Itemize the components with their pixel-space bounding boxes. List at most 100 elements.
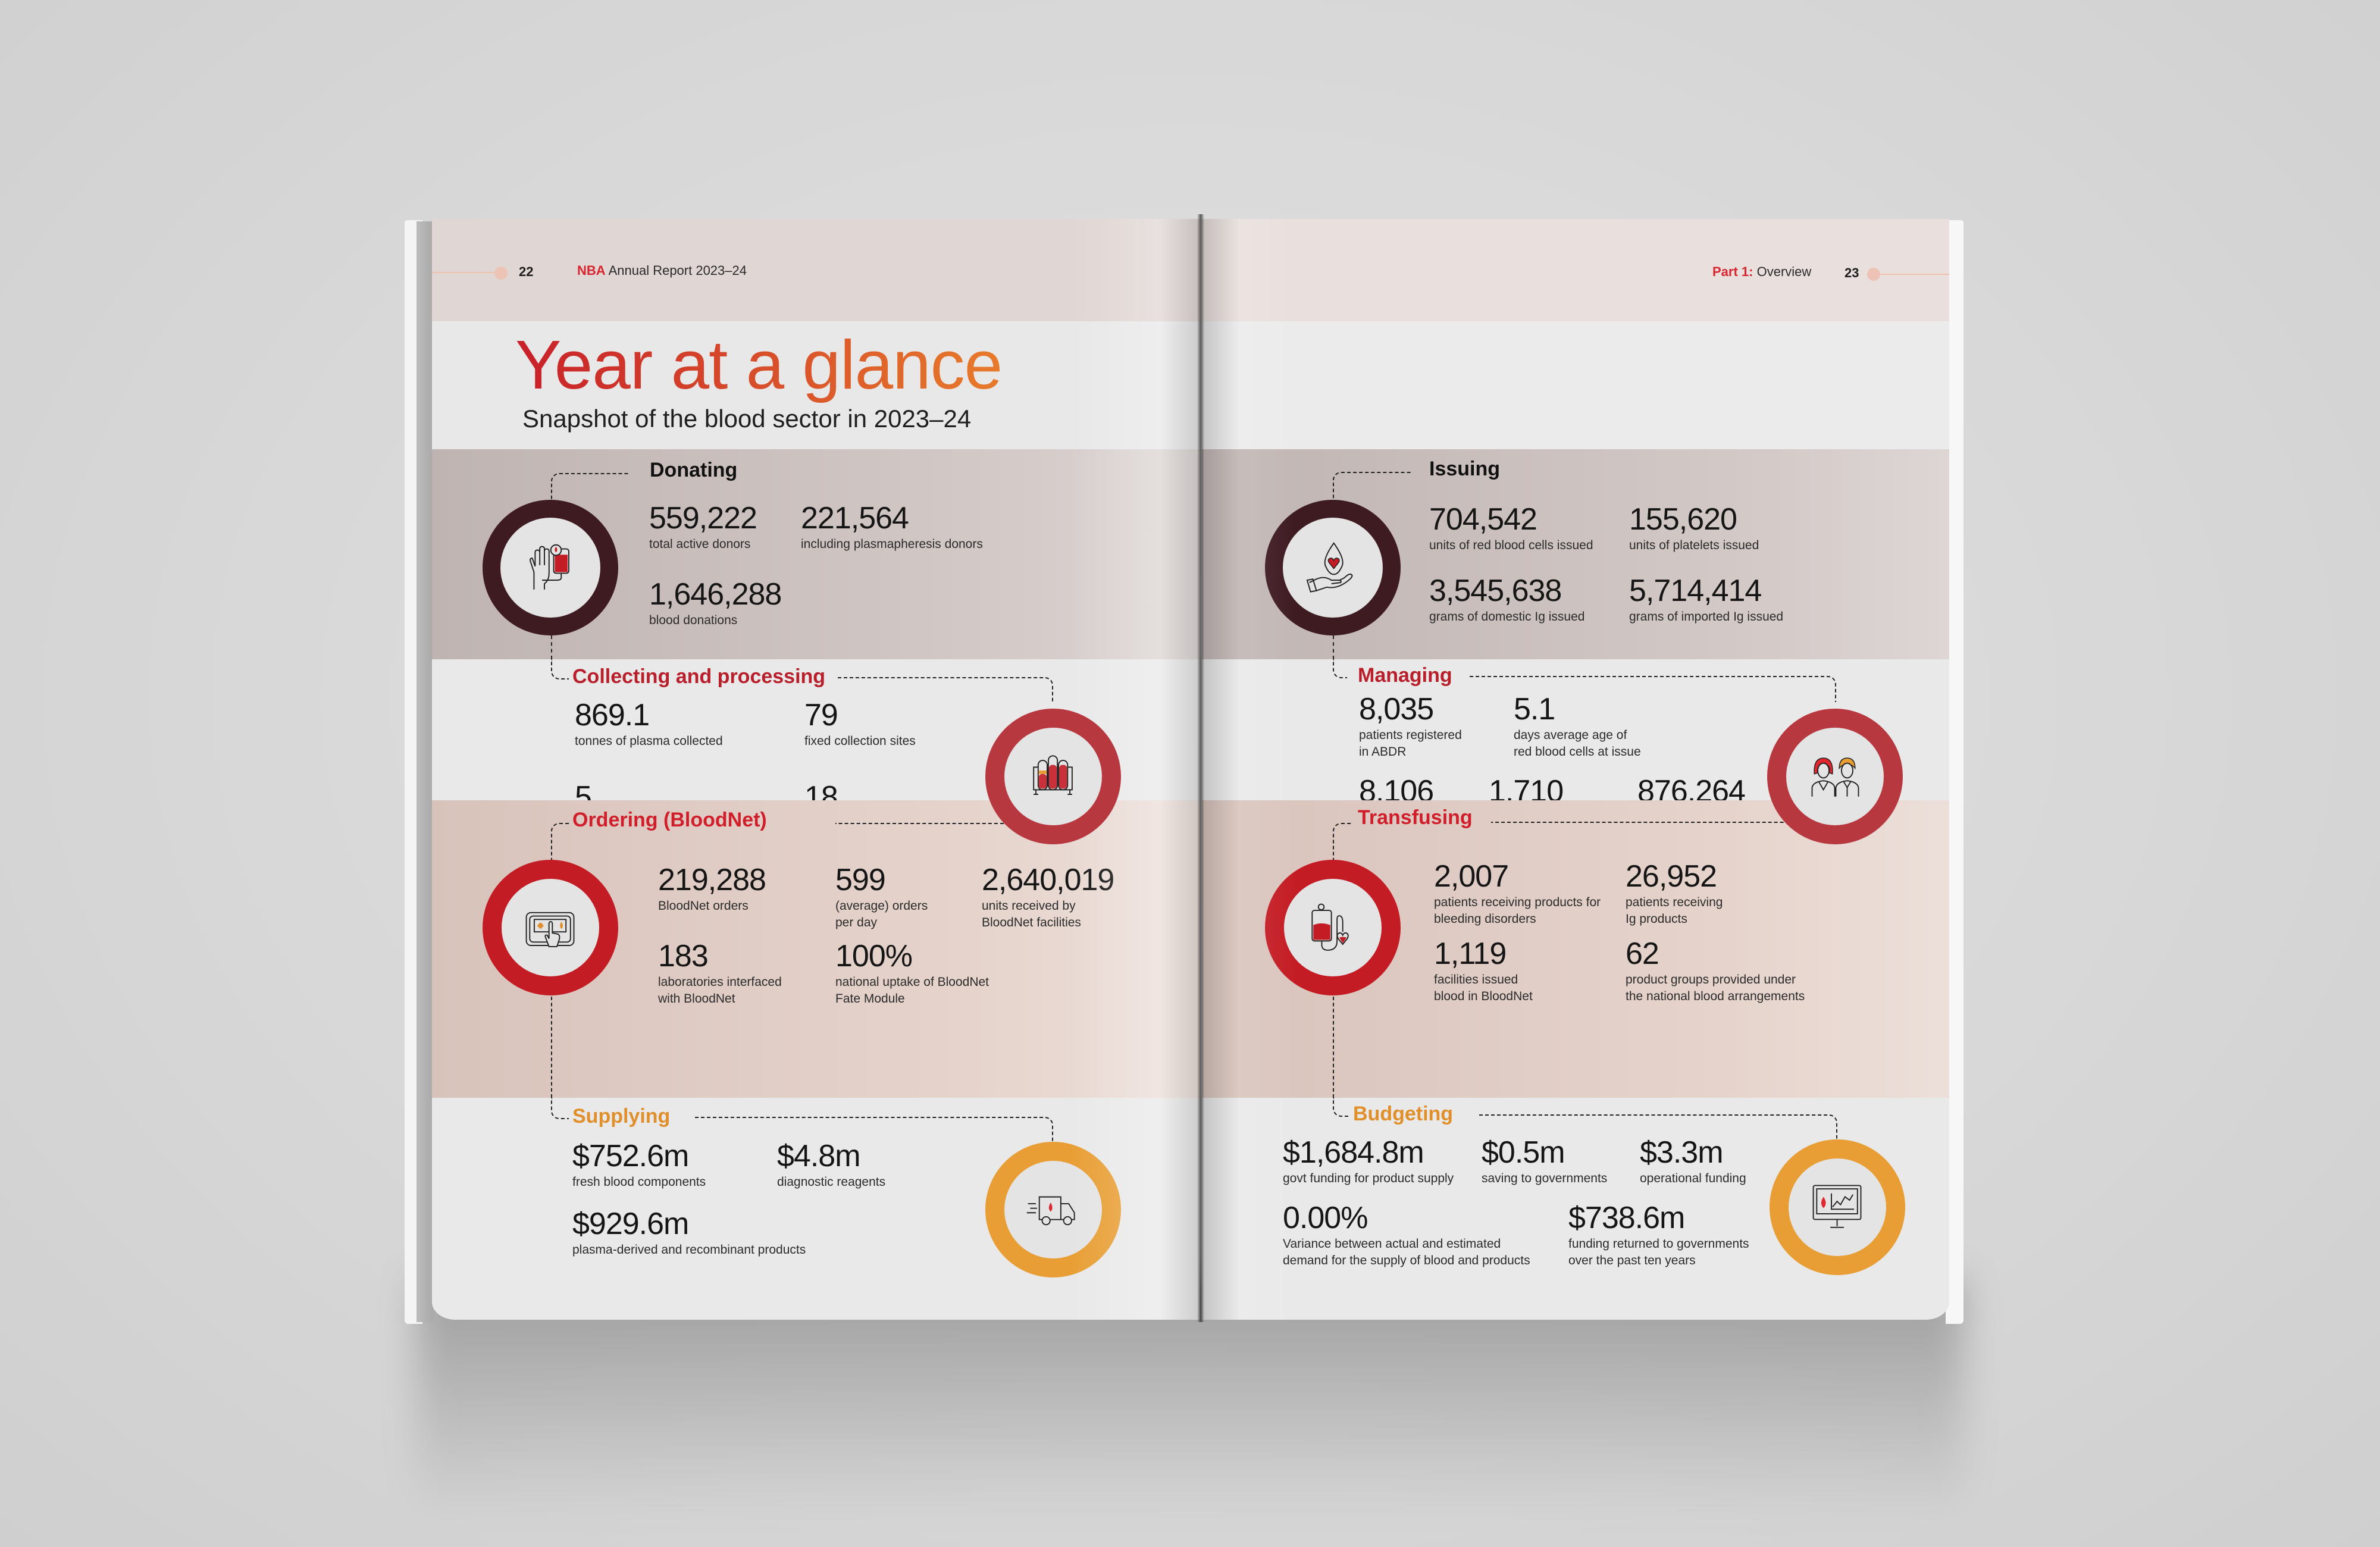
stat-value: 869.1 [575, 698, 650, 732]
section-supplying: Supplying $752.6m fresh blood components… [432, 1098, 1200, 1320]
section-donating: Donating 559,222 total active donors 221… [432, 449, 1200, 659]
stat: 1,646,288 blood donations [649, 579, 782, 629]
brand-label: NBA [577, 263, 606, 278]
stat-label: operational funding [1640, 1172, 1746, 1185]
stat-label: days average age of red blood cells at i… [1514, 728, 1641, 759]
stat: $3.3m operational funding [1640, 1137, 1746, 1187]
stat-label: grams of imported Ig issued [1629, 610, 1784, 624]
connector-line [551, 1098, 569, 1119]
managing-icon-ring [1767, 709, 1903, 844]
stat-label: facilities issued blood in BloodNet [1434, 973, 1533, 1004]
section-title: Supplying [572, 1105, 671, 1128]
stat-label: units of red blood cells issued [1429, 538, 1593, 552]
stat-label: units of platelets issued [1629, 538, 1759, 552]
page-number: 23 [1844, 265, 1859, 280]
header-dot [494, 267, 508, 280]
book-spine [1197, 214, 1204, 1322]
page-header: Part 1: Overview 23 [1202, 219, 1949, 321]
right-page: Part 1: Overview 23 Issuing 704,542 unit… [1202, 219, 1949, 1320]
stat-label: fresh blood components [572, 1175, 706, 1189]
stat: 62 product groups provided under the nat… [1626, 938, 1805, 1006]
transfusing-icon-ring [1265, 860, 1401, 995]
page-header: 22 NBA Annual Report 2023–24 [432, 219, 1200, 321]
stat-value: $1,684.8m [1283, 1135, 1424, 1170]
ordering-icon-ring [483, 860, 618, 995]
stat: 26,952 patients receiving Ig products [1626, 861, 1723, 928]
header-rule [1878, 274, 1949, 275]
stat: 869.1 tonnes of plasma collected [575, 700, 723, 750]
stat: 5.1 days average age of red blood cells … [1514, 694, 1641, 761]
running-header: Part 1: Overview [1712, 264, 1811, 280]
stat-label: patients receiving Ig products [1626, 895, 1723, 926]
stat-label: total active donors [649, 537, 751, 551]
stat-label: Variance between actual and estimated de… [1283, 1237, 1530, 1268]
stat-value: $738.6m [1568, 1201, 1685, 1235]
stat-value: $0.5m [1482, 1135, 1565, 1170]
stat: 8,035 patients registered in ABDR [1359, 694, 1462, 761]
stat: 0.00% Variance between actual and estima… [1283, 1202, 1530, 1270]
connector-line [1470, 676, 1836, 702]
connector-line [551, 659, 569, 679]
header-rule [432, 272, 497, 273]
stat-value: 559,222 [649, 501, 757, 536]
connector-line [1479, 1114, 1837, 1139]
stat: $4.8m diagnostic reagents [777, 1141, 885, 1191]
stat-value: 62 [1626, 937, 1659, 971]
stat-label: blood donations [649, 613, 738, 627]
connector-line [551, 635, 552, 659]
stat-value: 79 [804, 698, 838, 732]
stat: 100% national uptake of BloodNet Fate Mo… [835, 941, 989, 1008]
stat-value: $752.6m [572, 1139, 689, 1173]
connector-line [695, 1117, 1053, 1142]
budgeting-icon-ring [1770, 1139, 1905, 1275]
stat: 5,714,414 grams of imported Ig issued [1629, 575, 1783, 625]
connector-line [1333, 997, 1334, 1098]
page-stack-edge [416, 221, 433, 1322]
stat-label: product groups provided under the nation… [1626, 973, 1805, 1004]
stat-label: BloodNet orders [658, 899, 749, 913]
stat-value: 8,035 [1359, 692, 1434, 726]
stat-value: 5.1 [1514, 692, 1555, 726]
stat-value: 100% [835, 939, 913, 973]
stat: 2,640,019 units received by BloodNet fac… [982, 865, 1114, 932]
connector-line [1333, 659, 1347, 678]
connector-line [1333, 472, 1411, 510]
page-title: Year at a glance [515, 326, 1003, 403]
stat: 599 (average) orders per day [835, 865, 928, 932]
stat-value: $4.8m [777, 1139, 861, 1173]
connector-line [1333, 635, 1334, 659]
section-ordering: Ordering (BloodNet) 219,288 BloodNet ord… [432, 800, 1200, 1098]
section-transfusing: Transfusing 2,007 patients receiving pro… [1202, 800, 1949, 1098]
stat-value: 3,545,638 [1429, 574, 1562, 608]
stat-value: 221,564 [801, 501, 909, 536]
section-title: Collecting and processing [572, 665, 826, 688]
stat: $1,684.8m govt funding for product suppl… [1283, 1137, 1454, 1187]
stat-label: funding returned to governments over the… [1568, 1237, 1749, 1268]
delivery-truck-icon [1027, 1197, 1076, 1226]
touchscreen-order-icon [526, 912, 575, 948]
stat: 219,288 BloodNet orders [658, 865, 766, 915]
stat: 3,545,638 grams of domestic Ig issued [1429, 575, 1584, 625]
connector-line [551, 473, 630, 510]
stat: 221,564 including plasmapheresis donors [801, 503, 983, 553]
connector-line [551, 997, 552, 1098]
stat: 2,007 patients receiving products for bl… [1434, 861, 1601, 928]
stat: 155,620 units of platelets issued [1629, 504, 1759, 554]
stat-value: 183 [658, 939, 709, 973]
stat-value: 704,542 [1429, 502, 1537, 537]
stat-label: plasma-derived and recombinant products [572, 1243, 806, 1257]
hand-blood-drop-heart-icon [1306, 542, 1353, 593]
stat-value: 599 [835, 863, 886, 897]
stat-value: 2,640,019 [982, 863, 1114, 897]
connector-line [551, 823, 570, 861]
stat-label: including plasmapheresis donors [801, 537, 983, 551]
stat-value: $3.3m [1640, 1135, 1724, 1170]
stat-value: $929.6m [572, 1207, 689, 1241]
donating-icon-ring [483, 500, 618, 635]
section-budgeting: Budgeting $1,684.8m govt funding for pro… [1202, 1098, 1949, 1320]
stat-label: fixed collection sites [804, 734, 916, 748]
section-issuing: Issuing 704,542 units of red blood cells… [1202, 449, 1949, 659]
stat-value: 155,620 [1629, 502, 1737, 537]
monitor-finance-icon [1813, 1185, 1862, 1229]
section-title: Donating [650, 459, 738, 481]
